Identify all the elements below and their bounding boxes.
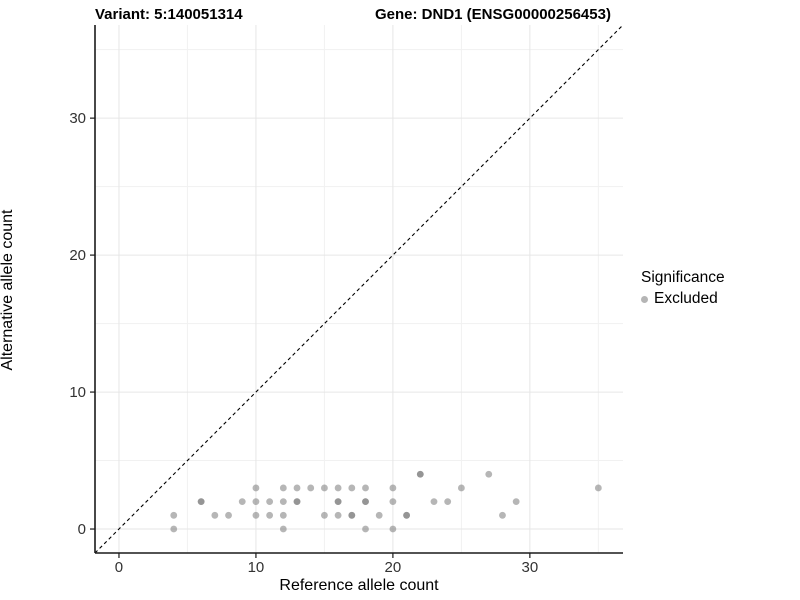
legend-item: Excluded — [641, 290, 725, 308]
data-point — [348, 484, 356, 492]
data-point — [362, 498, 369, 506]
gene-title: Gene: DND1 (ENSG00000256453) — [375, 6, 611, 23]
y-tick-label: 0 — [78, 521, 86, 538]
legend-item-label: Excluded — [654, 290, 718, 307]
data-point — [252, 511, 260, 519]
x-tick-label: 30 — [522, 559, 539, 576]
data-point — [416, 470, 424, 478]
data-point — [279, 525, 287, 533]
data-point — [334, 511, 342, 519]
data-point — [485, 470, 493, 478]
data-point — [266, 498, 274, 506]
data-point — [238, 498, 246, 506]
x-tick-label: 20 — [385, 559, 402, 576]
data-point — [362, 525, 369, 533]
data-point — [321, 484, 328, 492]
data-point — [293, 484, 301, 492]
x-tick-label: 10 — [248, 559, 265, 576]
data-point — [389, 525, 397, 533]
data-point — [348, 511, 356, 519]
y-tick-label: 10 — [69, 384, 86, 401]
data-point — [307, 484, 315, 492]
data-point — [170, 511, 178, 519]
data-point — [389, 484, 397, 492]
x-tick-label: 0 — [115, 559, 123, 576]
y-axis-title: Alternative allele count — [0, 209, 16, 371]
data-point — [594, 484, 602, 492]
data-point — [512, 498, 520, 506]
variant-title: Variant: 5:140051314 — [95, 6, 243, 23]
data-point — [197, 498, 205, 506]
data-point — [389, 498, 397, 506]
data-point — [444, 498, 452, 506]
y-tick-label: 20 — [69, 247, 86, 264]
data-point — [170, 525, 178, 533]
legend-point-icon — [641, 295, 648, 303]
data-point — [362, 484, 369, 492]
legend: Significance Excluded — [641, 269, 725, 308]
data-point — [279, 498, 287, 506]
data-point — [293, 498, 301, 506]
data-point — [252, 484, 260, 492]
data-point — [225, 511, 232, 519]
y-tick-label: 30 — [69, 110, 86, 127]
data-point — [334, 498, 342, 506]
legend-items: Excluded — [641, 290, 725, 308]
data-point — [279, 484, 287, 492]
data-point — [499, 511, 506, 519]
x-axis-title: Reference allele count — [279, 577, 439, 594]
data-point — [457, 484, 465, 492]
data-point — [403, 511, 410, 519]
data-point — [321, 511, 328, 519]
data-point — [211, 511, 219, 519]
data-point — [430, 498, 438, 506]
data-point — [375, 511, 383, 519]
identity-dashed-line — [94, 24, 624, 554]
data-point — [266, 511, 274, 519]
data-point — [279, 511, 287, 519]
legend-title: Significance — [641, 269, 725, 286]
data-point — [334, 484, 342, 492]
data-point — [252, 498, 260, 506]
